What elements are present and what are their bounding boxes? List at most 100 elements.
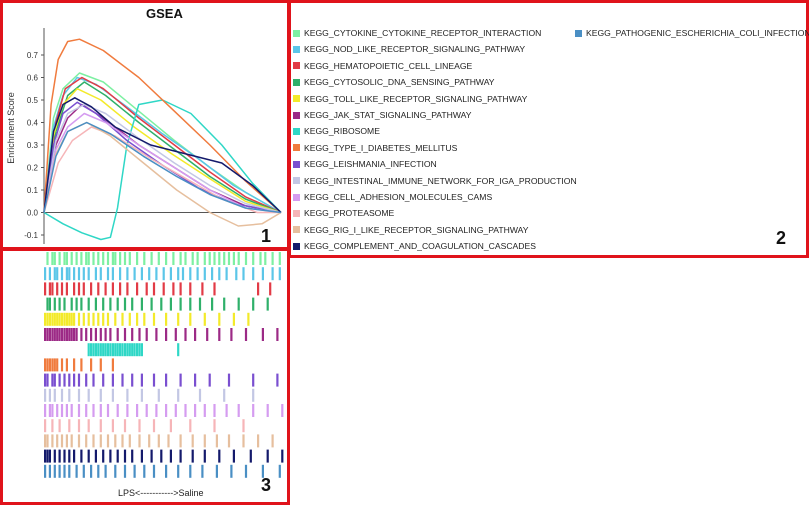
rug-hit xyxy=(198,388,202,402)
rug-hit xyxy=(44,282,47,296)
rug-hit xyxy=(44,358,47,372)
legend-item: KEGG_PROTEASOME xyxy=(293,208,394,218)
rug-hit xyxy=(177,388,180,402)
rug-row-8 xyxy=(44,358,114,372)
legend-swatch xyxy=(293,95,300,103)
rug-hit xyxy=(77,388,81,402)
rug-hit xyxy=(172,282,175,296)
rug-hit xyxy=(155,328,158,341)
rug-hit xyxy=(160,449,163,463)
rug-hit xyxy=(111,343,114,357)
rug-hit xyxy=(150,449,153,463)
rug-hit xyxy=(189,297,192,311)
rug-hit xyxy=(53,297,56,311)
rug-hit xyxy=(119,252,122,265)
rug-hit xyxy=(179,297,182,311)
rug-hit xyxy=(53,312,56,326)
rug-hit xyxy=(87,297,90,311)
rug-hit xyxy=(128,343,131,357)
rug-hit xyxy=(206,328,209,341)
rug-hit xyxy=(123,419,127,433)
rug-hit xyxy=(87,343,90,357)
rug-hit xyxy=(242,434,245,448)
rug-hit xyxy=(121,343,124,357)
rug-hit xyxy=(111,282,114,296)
rug-hit xyxy=(123,297,127,311)
gene-hit-rug-plot xyxy=(44,252,284,478)
rug-hit xyxy=(169,297,172,311)
rug-hit xyxy=(157,252,160,265)
rug-hit xyxy=(46,434,49,448)
rug-hit xyxy=(111,358,114,372)
rug-hit xyxy=(60,404,64,417)
rug-row-13 xyxy=(44,434,274,448)
rug-hit xyxy=(211,297,214,311)
legend-swatch xyxy=(293,242,300,250)
rug-hit xyxy=(244,328,248,341)
rug-hit xyxy=(73,267,76,281)
rug-hit xyxy=(194,404,197,417)
rug-hit xyxy=(203,404,206,417)
rug-hit xyxy=(114,312,117,326)
rug-hit xyxy=(60,282,64,296)
legend-swatch xyxy=(293,127,300,135)
rug-hit xyxy=(97,312,100,326)
rug-hit xyxy=(48,267,51,281)
rug-hit xyxy=(58,328,61,341)
rug-hit xyxy=(48,388,51,402)
rug-hit xyxy=(58,373,61,387)
rug-hit xyxy=(90,328,93,341)
rug-hit xyxy=(203,312,206,326)
rug-hit xyxy=(203,449,206,463)
rug-hit xyxy=(160,297,163,311)
rug-hit xyxy=(191,434,194,448)
rug-hit xyxy=(77,282,81,296)
rug-hit xyxy=(73,373,76,387)
legend-label: KEGG_HEMATOPOIETIC_CELL_LINEAGE xyxy=(304,60,473,71)
rug-hit xyxy=(53,267,56,281)
legend-item: KEGG_HEMATOPOIETIC_CELL_LINEAGE xyxy=(293,61,472,71)
rug-hit xyxy=(68,267,71,281)
legend-swatch xyxy=(293,193,300,201)
rug-row-6 xyxy=(44,328,279,341)
rug-hit xyxy=(244,464,248,478)
legend-swatch xyxy=(293,160,300,168)
rug-hit xyxy=(230,328,233,341)
rug-hit xyxy=(92,434,95,448)
rug-hit xyxy=(85,404,88,417)
rug-hit xyxy=(138,434,141,448)
rug-hit xyxy=(215,434,218,448)
rug-hit xyxy=(165,252,168,265)
rug-hit xyxy=(46,328,49,341)
rug-hit xyxy=(177,343,180,357)
rug-hit xyxy=(148,267,151,281)
rug-hit xyxy=(85,434,88,448)
legend-swatch xyxy=(293,226,300,234)
rug-hit xyxy=(230,464,233,478)
rug-hit xyxy=(169,419,172,433)
rug-hit xyxy=(44,449,47,463)
rug-hit xyxy=(177,464,180,478)
rug-hit xyxy=(73,449,76,463)
rug-hit xyxy=(99,267,102,281)
es-line-series-2 xyxy=(43,76,282,214)
rug-hit xyxy=(65,358,68,372)
rug-hit xyxy=(114,343,117,357)
legend-item: KEGG_COMPLEMENT_AND_COAGULATION_CASCADES xyxy=(293,241,536,251)
rug-hit xyxy=(116,449,119,463)
rug-hit xyxy=(140,297,143,311)
rug-caption: LPS<----------->Saline xyxy=(118,488,204,498)
rug-hit xyxy=(179,449,182,463)
legend-swatch xyxy=(575,29,582,37)
es-line-series-11 xyxy=(43,112,282,214)
legend-label: KEGG_COMPLEMENT_AND_COAGULATION_CASCADES xyxy=(304,241,536,252)
rug-hit xyxy=(203,252,206,265)
rug-hit xyxy=(90,282,93,296)
rug-hit xyxy=(189,267,192,281)
rug-hit xyxy=(44,328,47,341)
rug-hit xyxy=(252,267,255,281)
rug-hit xyxy=(179,282,182,296)
rug-hit xyxy=(152,282,156,296)
rug-hit xyxy=(80,328,83,341)
rug-hit xyxy=(119,343,122,357)
